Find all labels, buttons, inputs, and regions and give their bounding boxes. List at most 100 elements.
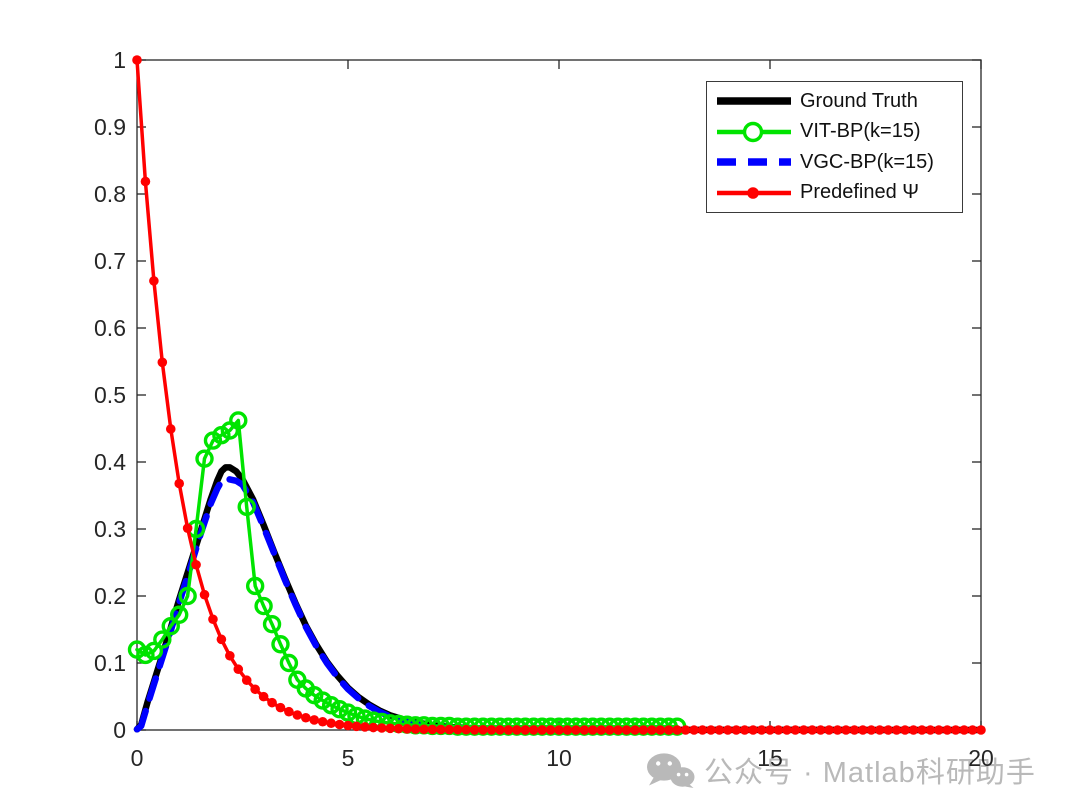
y-tick-label: 0.1	[94, 650, 126, 676]
series-marker	[225, 650, 235, 661]
series-line	[133, 475, 436, 733]
series-marker	[490, 717, 510, 736]
series-marker	[680, 725, 691, 735]
series-marker	[149, 276, 159, 286]
series-marker	[452, 724, 463, 735]
series-marker	[250, 684, 260, 695]
series-marker	[220, 421, 240, 440]
series-marker	[613, 725, 623, 735]
series-marker	[410, 724, 421, 734]
series-marker	[697, 725, 708, 735]
series-marker	[731, 725, 742, 735]
series-marker	[440, 716, 459, 736]
series-marker	[309, 715, 320, 725]
series-marker	[621, 725, 632, 735]
series-marker	[647, 725, 657, 735]
series-marker	[558, 717, 577, 736]
series-marker	[203, 431, 223, 450]
series-marker	[579, 725, 590, 735]
y-tick-label: 0	[113, 717, 126, 743]
series-marker	[942, 725, 953, 735]
series-marker	[638, 725, 649, 735]
legend-sample-vgc-bp	[717, 158, 791, 166]
series-marker	[583, 717, 602, 736]
series-marker	[858, 725, 868, 735]
series-marker	[385, 723, 396, 734]
series-marker	[469, 724, 480, 735]
series-marker	[723, 725, 733, 735]
series-marker	[406, 716, 425, 735]
series-marker	[575, 717, 594, 736]
series-marker	[127, 640, 147, 659]
series-marker	[554, 725, 564, 735]
series-marker	[258, 691, 269, 702]
series-marker	[959, 725, 969, 735]
series-marker	[532, 717, 552, 736]
series-marker	[571, 725, 581, 735]
series-marker	[604, 725, 615, 735]
series-marker	[524, 717, 543, 736]
series-marker	[144, 641, 164, 661]
series-marker	[714, 725, 725, 735]
series-marker	[925, 725, 936, 735]
series-marker	[153, 630, 172, 649]
y-tick-label: 0.4	[94, 449, 126, 475]
series-marker	[562, 725, 573, 735]
series-marker	[140, 176, 151, 187]
series-marker	[976, 725, 986, 735]
series-marker	[891, 725, 902, 735]
y-tick-label: 1	[113, 47, 126, 73]
watermark-text: 公众号 · Matlab科研助手	[704, 757, 1036, 789]
series-marker	[178, 586, 197, 606]
y-tick-label: 0.8	[94, 181, 126, 207]
series-marker	[900, 725, 910, 735]
series-marker	[798, 725, 809, 735]
series-marker	[541, 717, 560, 736]
series-marker	[381, 714, 400, 733]
series-marker	[132, 55, 142, 65]
series-marker	[431, 716, 451, 736]
series-marker	[773, 725, 784, 735]
series-marker	[706, 725, 716, 735]
y-tick-label: 0.3	[94, 516, 126, 542]
series-marker	[364, 711, 383, 730]
series-marker	[461, 724, 471, 735]
series-marker	[841, 725, 851, 735]
series-marker	[659, 717, 678, 736]
series-marker	[284, 706, 294, 717]
series-marker	[267, 697, 277, 708]
series-marker	[516, 717, 535, 736]
series-marker	[908, 725, 919, 735]
legend-label-vgc-bp: VGC-BP(k=15)	[800, 150, 934, 173]
series-marker	[934, 725, 944, 735]
series-marker	[807, 725, 817, 735]
series-marker	[262, 614, 282, 634]
series-marker	[634, 717, 653, 736]
series-marker	[917, 725, 927, 735]
series-marker	[967, 725, 978, 735]
x-tick-label: 5	[342, 745, 355, 771]
y-tick-label: 0.5	[94, 382, 126, 408]
series-marker	[402, 724, 412, 734]
series-line	[133, 464, 985, 734]
series-marker	[478, 724, 488, 735]
legend-sample-vit-bp	[717, 121, 791, 142]
series-marker	[587, 725, 598, 735]
legend-item-vit-bp: VIT-BP(k=15)	[707, 118, 962, 146]
series-marker	[465, 717, 484, 736]
series-marker	[351, 721, 362, 732]
legend: Ground Truth VIT-BP(k=15) VGC-BP(k=15) P…	[706, 81, 963, 213]
wechat-icon	[647, 753, 695, 788]
series-marker	[414, 716, 434, 735]
series-marker	[790, 725, 801, 735]
series-marker	[782, 725, 792, 735]
series-marker	[419, 724, 429, 735]
series-marker	[288, 670, 307, 689]
y-tick-label: 0.7	[94, 248, 126, 274]
series-marker	[241, 675, 252, 686]
legend-label-ground-truth: Ground Truth	[800, 89, 918, 112]
series-marker	[301, 712, 311, 723]
x-tick-label: 10	[546, 745, 572, 771]
series-marker	[495, 725, 505, 735]
